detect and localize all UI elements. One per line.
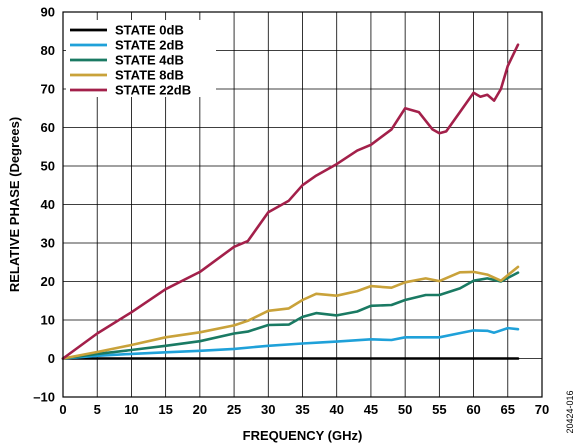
legend-label-1: STATE 2dB [115, 38, 184, 53]
tick-labels: 0 5 10 15 20 25 30 35 40 45 50 55 60 65 70 –10 0 10 20 30 40… [33, 5, 549, 418]
x-tick-label: 70 [535, 402, 549, 417]
y-tick-label: 90 [41, 5, 55, 20]
grid-layer [62, 11, 543, 398]
y-tick-label: 0 [48, 351, 55, 366]
y-tick-label: 10 [41, 313, 55, 328]
x-tick-label: 20 [193, 402, 207, 417]
y-tick-label: 40 [41, 197, 55, 212]
y-tick-label: 20 [41, 274, 55, 289]
x-tick-label: 35 [295, 402, 309, 417]
plot-frame [62, 11, 543, 398]
legend-background [66, 20, 216, 97]
x-tick-label: 5 [94, 402, 101, 417]
y-tick-label: 70 [41, 82, 55, 97]
legend-label-3: STATE 8dB [115, 68, 184, 83]
x-tick-label: 60 [466, 402, 480, 417]
legend-label-0: STATE 0dB [115, 23, 184, 38]
x-tick-label: 0 [59, 402, 66, 417]
x-tick-label: 15 [158, 402, 172, 417]
x-axis-title: FREQUENCY (GHz) [243, 428, 363, 443]
series-line-4 [61, 43, 520, 360]
y-tick-label: 30 [41, 236, 55, 251]
x-tick-label: 10 [124, 402, 138, 417]
x-tick-label: 50 [398, 402, 412, 417]
y-axis-title: RELATIVE PHASE (Degrees) [7, 117, 22, 292]
series-line-1 [61, 326, 520, 360]
series-layer [61, 43, 520, 360]
figure-id-note: 20424-016 [565, 390, 575, 433]
y-tick-label: 50 [41, 159, 55, 174]
legend-label-4: STATE 22dB [115, 83, 191, 98]
x-tick-label: 30 [261, 402, 275, 417]
x-tick-label: 45 [364, 402, 378, 417]
series-line-2 [61, 271, 520, 360]
x-tick-label: 65 [501, 402, 515, 417]
y-tick-label: 60 [41, 120, 55, 135]
series-line-3 [61, 265, 520, 360]
x-tick-label: 40 [329, 402, 343, 417]
y-tick-label: –10 [33, 390, 55, 405]
y-tick-label: 80 [41, 43, 55, 58]
legend-label-2: STATE 4dB [115, 53, 184, 68]
x-tick-label: 25 [227, 402, 241, 417]
x-tick-label: 55 [432, 402, 446, 417]
